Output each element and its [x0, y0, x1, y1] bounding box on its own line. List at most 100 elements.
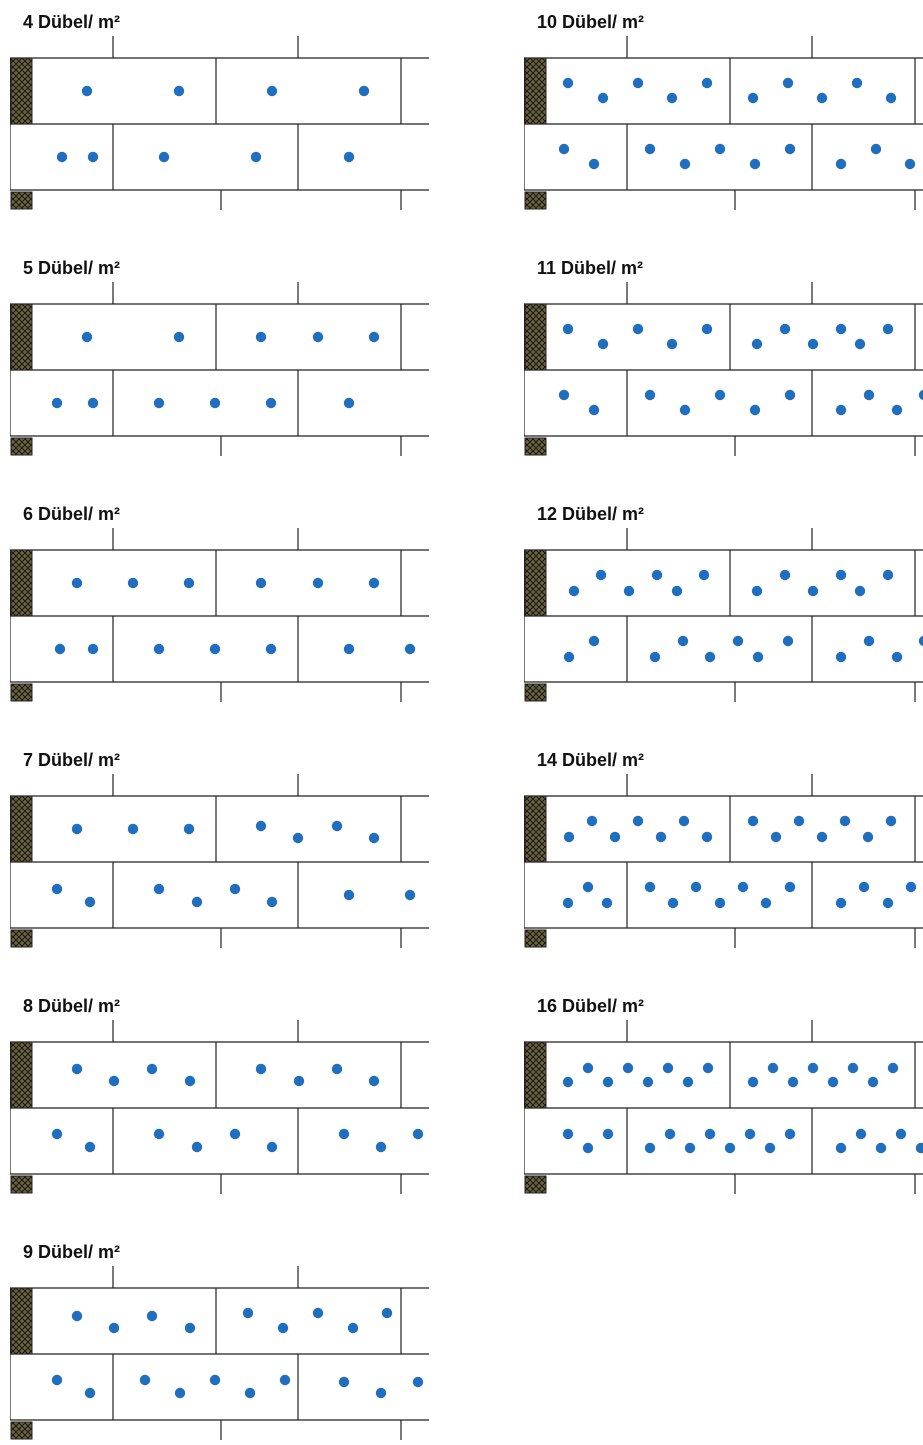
dowel-point	[918, 635, 923, 647]
dowel-point	[704, 1128, 716, 1140]
dowel-point	[671, 585, 683, 597]
dowel-point	[714, 897, 726, 909]
dowel-point	[682, 1076, 694, 1088]
dowel-point	[701, 77, 713, 89]
dowel-point	[835, 569, 847, 581]
board-layout-diagram	[10, 1020, 429, 1194]
board-grid	[524, 36, 923, 210]
dowel-point	[582, 1142, 594, 1154]
pattern-title: 7 Dübel/ m²	[23, 750, 121, 770]
dowel-point	[698, 569, 710, 581]
dowel-point	[793, 815, 805, 827]
dowel-point	[71, 577, 83, 589]
dowel-point	[51, 1374, 63, 1386]
dowel-point	[153, 1128, 165, 1140]
pattern-title: 4 Dübel/ m²	[23, 12, 121, 32]
dowel-point	[644, 143, 656, 155]
dowel-point	[250, 151, 262, 163]
dowel-point	[632, 815, 644, 827]
dowel-point	[56, 151, 68, 163]
dowel-point	[87, 643, 99, 655]
pattern-title: 16 Dübel/ m²	[537, 996, 645, 1016]
dowel-point	[558, 389, 570, 401]
dowel-point	[915, 1142, 923, 1154]
dowel-point	[770, 831, 782, 843]
dowel-point	[882, 897, 894, 909]
dowel-point	[562, 1076, 574, 1088]
dowel-point	[895, 1128, 907, 1140]
dowel-point	[835, 1142, 847, 1154]
dowel-point	[784, 1128, 796, 1140]
framing-hatch	[524, 57, 547, 125]
dowel-point	[174, 1387, 186, 1399]
dowel-point	[368, 1075, 380, 1087]
dowel-point	[807, 585, 819, 597]
dowel-point	[54, 643, 66, 655]
dowel-point	[863, 635, 875, 647]
dowel-point	[255, 1063, 267, 1075]
dowel-point	[839, 815, 851, 827]
dowel-point	[779, 569, 791, 581]
dowel-point	[747, 815, 759, 827]
framing-hatch	[10, 795, 33, 863]
pattern-title: 8 Dübel/ m²	[23, 996, 121, 1016]
pattern-title: 6 Dübel/ m²	[23, 504, 121, 524]
dowel-point	[784, 143, 796, 155]
dowel-point	[209, 643, 221, 655]
board-layout-diagram	[524, 774, 923, 948]
dowel-point	[358, 85, 370, 97]
dowel-point	[338, 1128, 350, 1140]
framing-hatch	[524, 929, 547, 948]
dowel-point	[153, 397, 165, 409]
dowel-point	[586, 815, 598, 827]
dowel-point	[714, 143, 726, 155]
dowel-point	[87, 151, 99, 163]
dowel-point	[588, 404, 600, 416]
dowel-point	[749, 158, 761, 170]
dowel-point	[714, 389, 726, 401]
dowel-point	[744, 1128, 756, 1140]
dowel-point	[568, 585, 580, 597]
pattern-title: 14 Dübel/ m²	[537, 750, 645, 770]
dowel-point	[602, 1076, 614, 1088]
dowel-point	[649, 651, 661, 663]
dowel-point	[312, 577, 324, 589]
dowel-point	[266, 1141, 278, 1153]
dowel-point	[601, 897, 613, 909]
dowel-pattern-panel: 16 Dübel/ m²	[524, 994, 923, 1199]
dowel-point	[779, 323, 791, 335]
dowel-point	[71, 1310, 83, 1322]
framing-hatch	[524, 1175, 547, 1194]
dowel-point	[562, 897, 574, 909]
dowel-point	[784, 881, 796, 893]
dowel-point	[229, 1128, 241, 1140]
dowel-point	[595, 569, 607, 581]
board-grid	[524, 528, 923, 702]
dowel-pattern-panel: 5 Dübel/ m²	[10, 256, 429, 461]
board-layout-diagram	[524, 282, 923, 456]
dowel-point	[343, 397, 355, 409]
pattern-title: 9 Dübel/ m²	[23, 1242, 121, 1262]
dowel-point	[701, 323, 713, 335]
dowel-point	[562, 77, 574, 89]
dowel-point	[867, 1076, 879, 1088]
dowel-point	[666, 92, 678, 104]
board-grid	[10, 282, 429, 456]
dowel-point	[632, 77, 644, 89]
dowel-point	[782, 635, 794, 647]
dowel-pattern-panel: 4 Dübel/ m²	[10, 10, 429, 215]
dowel-point	[749, 404, 761, 416]
dowel-point	[835, 323, 847, 335]
dowel-point	[632, 323, 644, 335]
dowel-point	[891, 651, 903, 663]
framing-hatch	[524, 437, 547, 456]
dowel-point	[752, 651, 764, 663]
dowel-point	[582, 1062, 594, 1074]
pattern-title: 12 Dübel/ m²	[537, 504, 645, 524]
dowel-point	[667, 897, 679, 909]
framing-hatch	[10, 191, 33, 210]
dowel-pattern-panel: 12 Dübel/ m²	[524, 502, 923, 707]
dowel-point	[153, 643, 165, 655]
dowel-point	[209, 397, 221, 409]
dowel-point	[139, 1374, 151, 1386]
